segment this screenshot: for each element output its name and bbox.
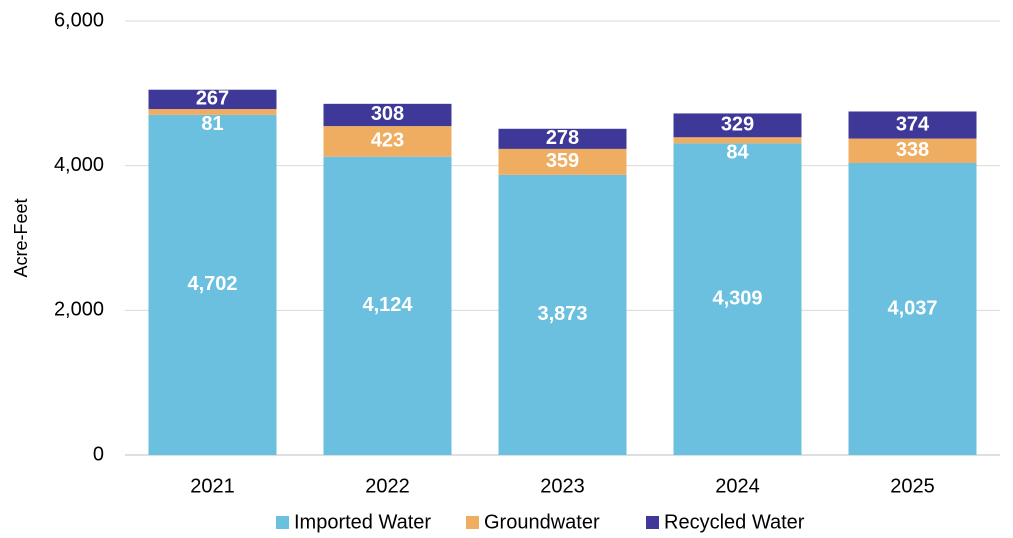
- bar-segment: [498, 174, 627, 455]
- data-label: 338: [896, 139, 929, 161]
- x-tick-label: 2024: [715, 475, 760, 497]
- data-label: 84: [726, 142, 749, 164]
- x-tick-label: 2021: [190, 475, 235, 497]
- data-label: 4,124: [362, 294, 413, 316]
- bar-segment: [673, 137, 802, 144]
- legend-label: Groundwater: [484, 511, 600, 533]
- y-tick-label: 2,000: [54, 299, 104, 321]
- y-tick-label: 0: [93, 443, 104, 465]
- bar-segment: [148, 114, 277, 455]
- data-label: 81: [201, 113, 223, 135]
- legend-label: Recycled Water: [664, 511, 805, 533]
- legend-swatch: [646, 516, 659, 529]
- x-tick-label: 2022: [365, 475, 410, 497]
- y-tick-label: 4,000: [54, 154, 104, 176]
- bar-segment: [498, 148, 627, 175]
- data-label: 423: [371, 130, 404, 152]
- bar-segment: [498, 128, 627, 149]
- data-label: 278: [546, 127, 579, 149]
- data-label: 4,309: [712, 287, 762, 309]
- bar-segment: [323, 103, 452, 127]
- legend-swatch: [276, 516, 289, 529]
- bar-segment: [848, 162, 977, 455]
- bar-segment: [148, 109, 277, 115]
- data-label: 267: [196, 88, 229, 110]
- bar-segment: [848, 138, 977, 163]
- x-tick-label: 2023: [540, 475, 585, 497]
- bar-segment: [673, 113, 802, 138]
- data-label: 3,873: [537, 303, 587, 325]
- data-label: 4,702: [187, 273, 237, 295]
- data-label: 308: [371, 103, 404, 125]
- data-label: 4,037: [887, 297, 937, 319]
- legend-swatch: [466, 516, 479, 529]
- bar-segment: [323, 156, 452, 455]
- bar-segment: [148, 89, 277, 110]
- x-tick-label: 2025: [890, 475, 935, 497]
- bar-segment: [848, 111, 977, 139]
- data-label: 359: [546, 150, 579, 172]
- data-label: 329: [721, 114, 754, 136]
- legend-label: Imported Water: [294, 511, 431, 533]
- bar-segment: [673, 143, 802, 455]
- data-label: 374: [896, 113, 930, 135]
- y-tick-label: 6,000: [54, 9, 104, 31]
- bar-segment: [323, 126, 452, 157]
- y-axis-label: Acre-Feet: [11, 198, 31, 277]
